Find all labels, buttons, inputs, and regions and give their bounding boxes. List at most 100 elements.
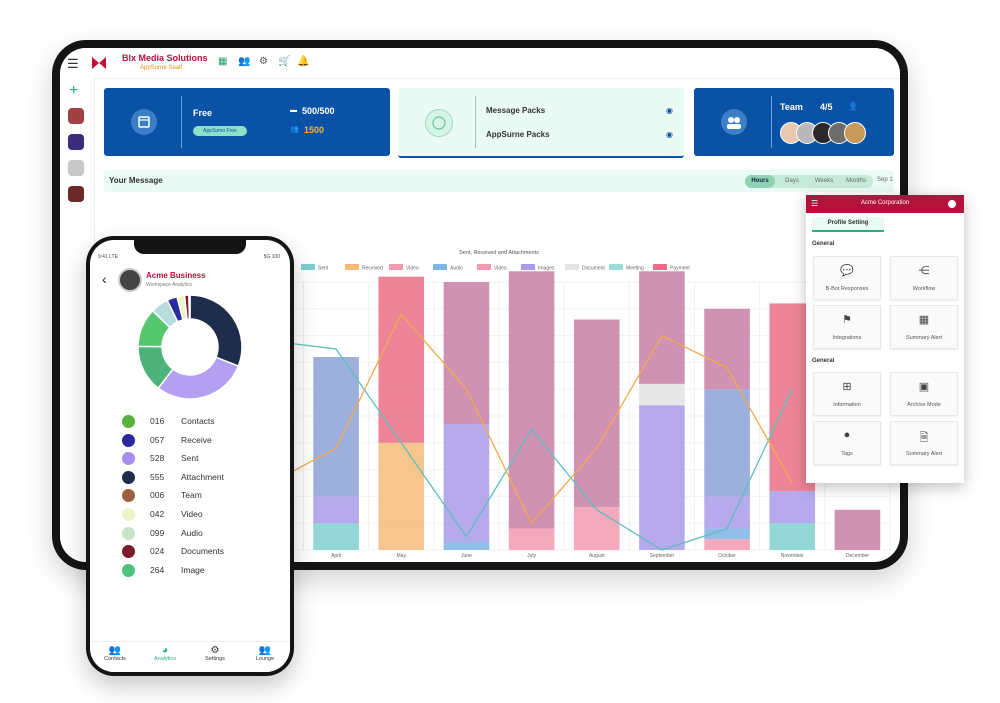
tablet-screen: ☰ Blx Media Solutions AppSurne Saaif ▦ 👥… (60, 48, 900, 562)
legend-dot (122, 470, 135, 484)
bar-segment[interactable] (443, 424, 490, 542)
legend-dot (122, 563, 135, 577)
bar-segment[interactable] (704, 528, 750, 540)
donut-slice[interactable] (188, 294, 191, 320)
appsumo-packs-label[interactable]: AppSurne Packs (486, 130, 550, 139)
bell-icon[interactable]: 🔔 (297, 56, 310, 67)
cart-icon[interactable]: 🛒 (278, 56, 291, 67)
bar-chart: Sent, Received and Attachments Sent Receiv… (107, 250, 891, 559)
tile-archive-mode[interactable]: ▣ Archive Mode (890, 372, 958, 416)
range-months[interactable]: Months (846, 178, 866, 184)
business-subtitle: Workspace Analytics (146, 282, 193, 288)
menu-icon[interactable]: ☰ (811, 199, 819, 208)
tab-profile-setting[interactable]: Profile Setting (812, 217, 884, 232)
pie-icon: ◕ (161, 645, 169, 656)
nav-analytics[interactable]: ◕ Analytics (143, 645, 187, 662)
legend-label[interactable]: Payment (670, 266, 690, 272)
users-icon[interactable]: 👥 (238, 56, 251, 67)
bar-segment[interactable] (508, 528, 555, 550)
bar-segment[interactable] (313, 496, 359, 524)
bar-segment[interactable] (704, 389, 750, 497)
x-tick-label: July (527, 553, 536, 559)
date-label[interactable]: Sep 1 (877, 177, 893, 183)
tile-bot-responses[interactable]: 💬 B-Bot Responses (813, 256, 881, 300)
plan-button[interactable]: AppSumo Free (193, 126, 247, 136)
bar-segment[interactable] (508, 271, 555, 529)
range-days[interactable]: Days (785, 178, 799, 184)
range-weeks[interactable]: Weeks (814, 178, 834, 184)
legend-swatch (433, 264, 447, 270)
bar-segment[interactable] (378, 276, 425, 443)
table-icon: ⊞ (842, 381, 852, 393)
x-tick-label: November (781, 553, 804, 559)
legend-label[interactable]: Audio (450, 266, 463, 272)
bar-segment[interactable] (834, 509, 881, 550)
legend-label[interactable]: Meeting (626, 266, 644, 272)
add-member-icon[interactable]: 👤 (848, 102, 858, 111)
donut-slice[interactable] (189, 294, 243, 368)
bar-segment[interactable] (443, 541, 490, 550)
range-hours[interactable]: Hours (745, 175, 775, 188)
bar-segment[interactable] (313, 357, 359, 497)
chart-title: Sent, Received and Attachments (459, 250, 539, 256)
bar-segment[interactable] (313, 523, 359, 550)
workspace-avatar-3[interactable] (68, 160, 84, 176)
users-quota: 1500 (304, 125, 325, 135)
workspace-avatar-4[interactable] (68, 186, 84, 202)
your-message-title: Your Message (109, 176, 163, 185)
back-arrow-icon[interactable]: ‹ (102, 271, 107, 287)
workspace-avatar-2[interactable] (68, 134, 84, 150)
nav-settings[interactable]: ⚙ Settings (193, 645, 237, 662)
x-tick-label: May (397, 553, 407, 559)
legend-dot (122, 526, 135, 540)
bar-segment[interactable] (378, 442, 425, 550)
legend-label[interactable]: Received (362, 266, 383, 272)
bar-segment[interactable] (704, 539, 750, 550)
legend-label: Sent (181, 453, 199, 464)
legend-label[interactable]: Images (538, 266, 555, 272)
tile-information[interactable]: ⊞ Information (813, 372, 881, 416)
tile-tags[interactable]: ● Tags (813, 421, 881, 465)
nav-lounge[interactable]: 👥 Lounge (243, 645, 287, 662)
donut-slice[interactable] (157, 356, 240, 400)
top-bar: ☰ Blx Media Solutions AppSurne Saaif ▦ 👥… (60, 48, 900, 79)
message-packs-label[interactable]: Message Packs (486, 106, 546, 115)
bar-segment[interactable] (704, 308, 750, 390)
add-icon[interactable]: + (69, 82, 79, 99)
bar-segment[interactable] (704, 496, 750, 529)
section-general: General (812, 358, 835, 364)
legend-label[interactable]: Document (582, 266, 605, 272)
team-card: Team 4/5 👤 (694, 88, 894, 156)
legend-label[interactable]: Sent (318, 266, 329, 272)
avatar[interactable] (844, 122, 866, 144)
gear-icon[interactable]: ⚙ (259, 56, 268, 67)
eye-icon[interactable]: ◉ (666, 106, 673, 115)
hamburger-menu-icon[interactable]: ☰ (67, 56, 79, 71)
close-icon[interactable] (948, 200, 956, 208)
bar-segment[interactable] (639, 405, 685, 550)
nav-contacts[interactable]: 👥 Contacts (93, 645, 137, 662)
bar-segment[interactable] (573, 319, 620, 508)
bar-segment[interactable] (769, 523, 816, 550)
tile-summary-alert[interactable]: ▦ Summary Alert (890, 305, 958, 349)
phone-device: 9:41 LTE 5G 100 ‹ Acme Business Workspac… (86, 236, 294, 676)
brand-logo-icon (92, 57, 106, 69)
series-line (270, 340, 793, 551)
bar-segment[interactable] (443, 282, 490, 425)
grid-icon[interactable]: ▦ (218, 56, 228, 67)
legend-label[interactable]: Video (406, 266, 419, 272)
tile-summary-alert-2[interactable]: 🗎 Summary Alert (890, 421, 958, 465)
bar-segment[interactable] (769, 491, 816, 524)
legend-dot (122, 508, 135, 521)
bar-segment[interactable] (639, 383, 685, 406)
legend-swatch (301, 264, 315, 270)
bar-segment[interactable] (639, 271, 685, 384)
workspace-avatar-1[interactable] (68, 108, 84, 124)
avatar[interactable] (118, 268, 142, 292)
bar-segment[interactable] (573, 507, 620, 550)
tile-integrations[interactable]: ⚑ Integrations (813, 305, 881, 349)
donut-chart (137, 294, 243, 400)
tile-workflow[interactable]: ⋲ Workflow (890, 256, 958, 300)
legend-label[interactable]: Video (494, 266, 507, 272)
eye-icon[interactable]: ◉ (666, 130, 673, 139)
